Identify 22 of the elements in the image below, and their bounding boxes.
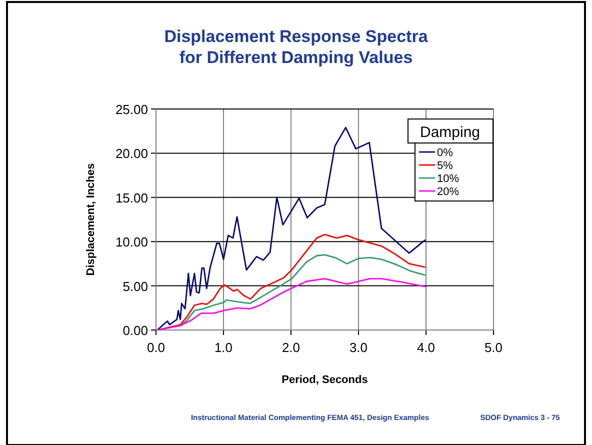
legend-label: 20%	[437, 186, 460, 198]
x-tick-label: 1.0	[214, 340, 233, 355]
x-tick-label: 5.0	[484, 340, 503, 355]
line-series	[156, 234, 426, 331]
legend-label: 5%	[437, 160, 454, 172]
y-tick-label: 0.00	[122, 323, 148, 338]
y-tick-label: 25.00	[115, 102, 148, 117]
y-axis-title: Displacement, Inches	[85, 163, 97, 276]
y-tick-label: 20.00	[115, 146, 148, 162]
x-axis-title: Period, Seconds	[282, 374, 368, 386]
legend-label: 10%	[437, 173, 460, 185]
legend-label: 0%	[437, 147, 454, 159]
legend-title: Damping	[420, 124, 480, 141]
x-tick-label: 0.0	[146, 340, 166, 355]
y-tick-label: 15.00	[115, 190, 148, 206]
y-tick-label: 10.00	[115, 234, 148, 250]
x-tick-label: 3.0	[349, 340, 368, 355]
y-tick-label: 5.00	[122, 278, 148, 294]
x-tick-label: 4.0	[416, 340, 436, 355]
line-series	[156, 278, 426, 331]
chart-title: Displacement Response Spectra for Different Damping Values	[164, 27, 428, 67]
x-tick-label: 2.0	[282, 340, 300, 355]
